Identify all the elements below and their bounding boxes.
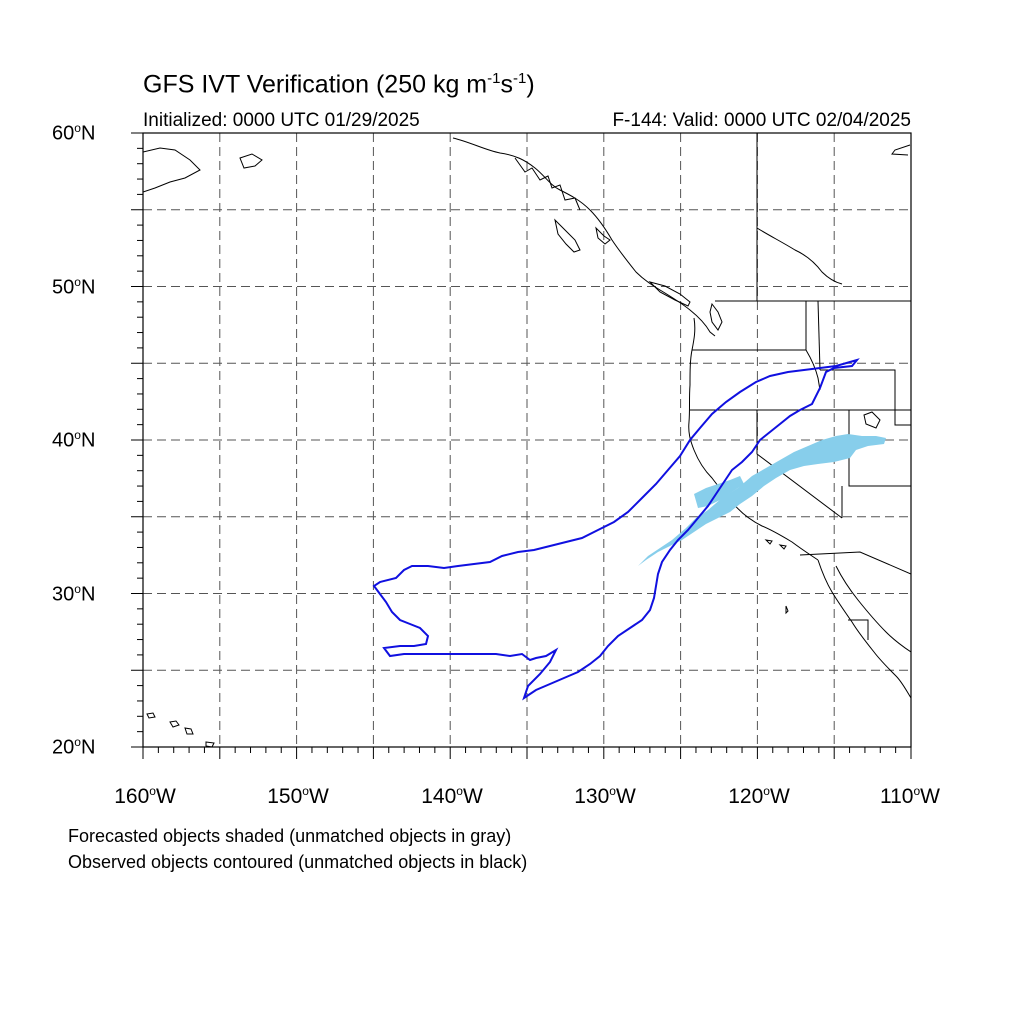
initialized-label: Initialized: 0000 UTC 01/29/2025 xyxy=(143,110,420,131)
political-boundaries xyxy=(690,133,911,640)
lat-lon-grid xyxy=(143,133,911,747)
lat-label-60n: 60oN xyxy=(52,121,96,145)
lon-label-140w: 140oW xyxy=(421,784,483,808)
axis-ticks xyxy=(131,132,912,759)
legend-forecast-note: Forecasted objects shaded (unmatched obj… xyxy=(68,826,512,846)
valid-time-label: F-144: Valid: 0000 UTC 02/04/2025 xyxy=(612,110,911,131)
lat-label-40n: 40oN xyxy=(52,428,96,452)
lat-label-30n: 30oN xyxy=(52,582,96,606)
observed-object-contour xyxy=(372,358,860,701)
lat-label-20n: 20oN xyxy=(52,735,96,759)
coastlines xyxy=(143,137,911,747)
map-title: GFS IVT Verification (250 kg m-1s-1) xyxy=(143,70,535,99)
lon-label-120w: 120oW xyxy=(728,784,790,808)
lon-label-160w: 160oW xyxy=(114,784,176,808)
legend-observed-note: Observed objects contoured (unmatched ob… xyxy=(68,852,528,872)
forecast-object-shaded xyxy=(638,434,886,566)
lat-label-50n: 50oN xyxy=(52,275,96,299)
lon-label-130w: 130oW xyxy=(574,784,636,808)
lon-label-110w: 110oW xyxy=(880,784,940,808)
lon-label-150w: 150oW xyxy=(267,784,329,808)
